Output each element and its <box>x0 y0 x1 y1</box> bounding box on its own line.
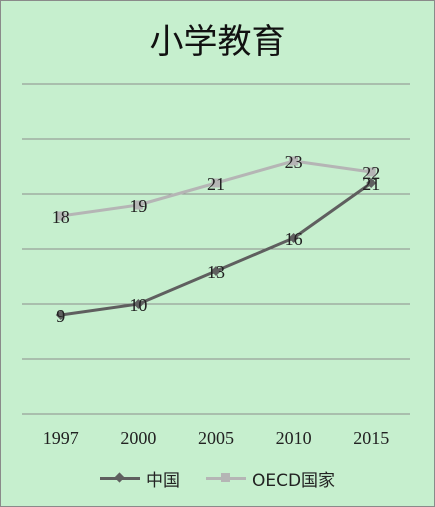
x-axis-ticks: 1997 2000 2005 2010 2015 <box>43 428 389 448</box>
chart-title: 小学教育 <box>149 22 286 62</box>
legend-line-series-2 <box>205 473 246 482</box>
data-point-marker <box>56 211 66 221</box>
data-point-marker <box>133 200 143 210</box>
series-lines <box>55 156 377 320</box>
x-tick-label: 2015 <box>353 428 389 448</box>
x-tick-label: 1997 <box>43 428 79 448</box>
x-tick-label: 2010 <box>276 428 312 448</box>
data-point-marker <box>133 299 144 309</box>
legend: 中国 OECD国家 <box>0 466 435 491</box>
data-point-marker <box>366 178 377 188</box>
data-point-marker <box>55 310 66 320</box>
data-label: 21 <box>362 174 380 194</box>
legend-marker-square <box>220 473 230 482</box>
legend-line-series-1 <box>99 472 140 483</box>
data-label: 10 <box>129 295 147 315</box>
legend-marker-diamond <box>114 472 125 483</box>
data-label: 21 <box>207 174 225 194</box>
data-label: 19 <box>129 196 147 216</box>
legend-label-series-2: OECD国家 <box>251 471 336 491</box>
data-label: 16 <box>285 229 303 249</box>
data-point-marker <box>289 156 299 166</box>
legend-item-series-2: OECD国家 <box>205 466 336 491</box>
data-point-marker <box>288 233 299 243</box>
data-labels: 9 10 13 16 21 18 19 21 23 22 <box>52 152 380 326</box>
data-label: 22 <box>362 163 380 183</box>
data-label: 13 <box>207 262 225 282</box>
data-point-marker <box>366 167 376 177</box>
data-point-marker <box>211 178 221 188</box>
x-tick-label: 2000 <box>120 428 156 448</box>
x-tick-label: 2005 <box>198 428 234 448</box>
data-label: 9 <box>56 306 65 326</box>
data-label: 18 <box>52 207 70 227</box>
data-label: 23 <box>285 152 303 172</box>
legend-label-series-1: 中国 <box>145 471 180 491</box>
legend-item-series-1: 中国 <box>99 466 180 491</box>
gridlines <box>22 83 410 415</box>
data-point-marker <box>211 266 221 276</box>
